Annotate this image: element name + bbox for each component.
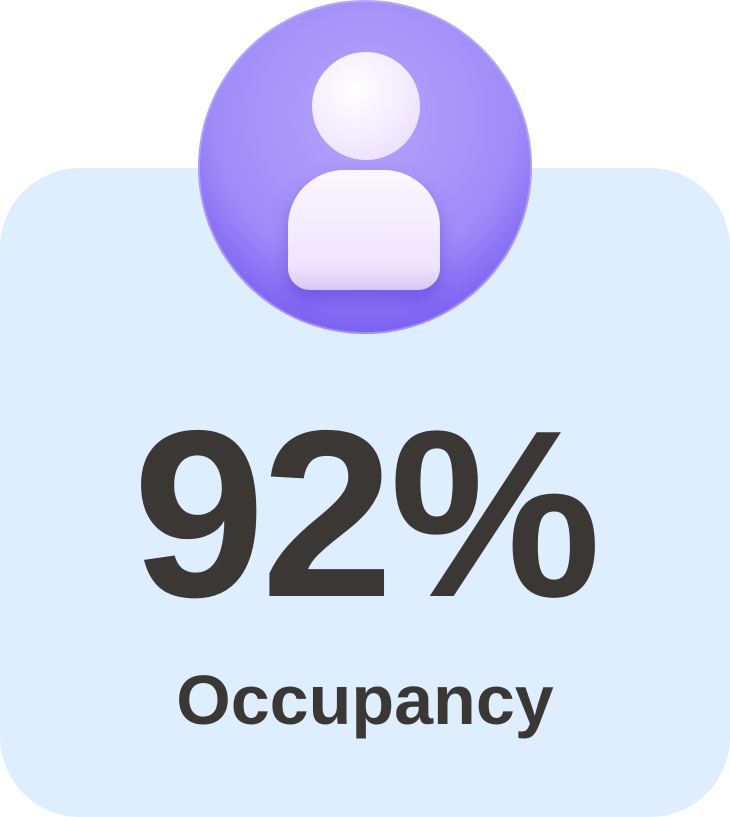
user-icon (198, 0, 532, 334)
user-icon-body (288, 170, 440, 290)
occupancy-label: Occupancy (176, 661, 554, 739)
occupancy-value: 92% (132, 382, 601, 647)
user-icon-head (312, 52, 420, 160)
